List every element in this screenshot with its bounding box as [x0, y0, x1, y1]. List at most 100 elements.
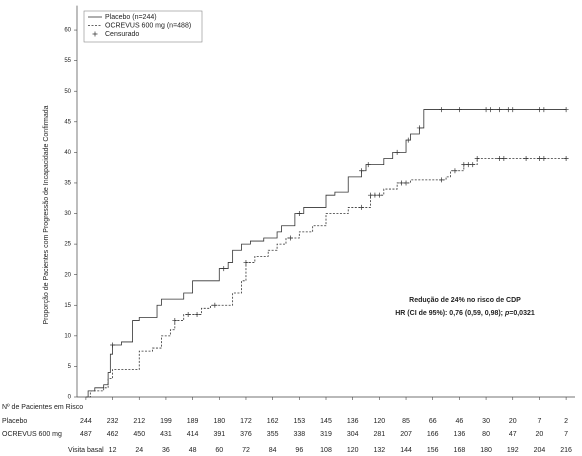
legend-label: Placebo (n=244): [105, 14, 157, 21]
x-tick-label: 216: [560, 447, 572, 454]
censor-mark: [470, 162, 476, 168]
risk-value: 414: [187, 431, 199, 438]
censor-mark: [365, 162, 371, 168]
x-tick-label: 96: [295, 447, 303, 454]
risk-value: 80: [482, 431, 490, 438]
censor-mark: [376, 192, 382, 198]
annotation-part: p: [504, 310, 510, 317]
censor-mark: [488, 107, 494, 113]
x-tick-label: 204: [534, 447, 546, 454]
risk-value: 199: [160, 418, 172, 425]
x-tick-label: 108: [320, 447, 332, 454]
risk-table-title: Nº de Pacientes em Risco: [2, 404, 83, 411]
risk-value: 162: [267, 418, 279, 425]
censor-mark: [510, 107, 516, 113]
risk-row-label: Placebo: [2, 418, 27, 425]
y-tick-label: 5: [68, 364, 72, 370]
censor-mark: [496, 107, 502, 113]
censor-mark: [110, 342, 116, 348]
y-tick-label: 35: [64, 181, 71, 187]
risk-value: 281: [374, 431, 386, 438]
censor-mark: [399, 180, 405, 186]
risk-value: 7: [564, 431, 568, 438]
km-curve: [85, 109, 567, 398]
censor-mark: [172, 318, 178, 324]
x-tick-label: 120: [347, 447, 359, 454]
x-tick-label: 168: [454, 447, 466, 454]
censor-mark: [523, 155, 529, 161]
x-tick-label: 36: [162, 447, 170, 454]
y-tick-label: 0: [68, 395, 72, 401]
risk-value: 7: [537, 418, 541, 425]
y-tick-label: 45: [64, 119, 71, 125]
censor-mark: [221, 266, 227, 272]
censor-mark: [367, 192, 373, 198]
censor-mark: [359, 204, 365, 210]
y-tick-label: 20: [64, 272, 71, 278]
risk-value: 431: [160, 431, 172, 438]
risk-value: 487: [80, 431, 92, 438]
legend-box: [83, 10, 203, 43]
censor-mark: [465, 162, 471, 168]
censor-mark: [403, 180, 409, 186]
censor-mark: [212, 302, 218, 308]
x-tick-label: 132: [374, 447, 386, 454]
risk-value: 376: [240, 431, 252, 438]
censor-mark: [563, 107, 569, 113]
y-tick-label: 30: [64, 211, 71, 217]
x-tick-label: Visita basal: [68, 447, 104, 454]
risk-value: 244: [80, 418, 92, 425]
y-tick-label: 50: [64, 89, 71, 95]
risk-value: 338: [293, 431, 305, 438]
censor-mark: [439, 177, 445, 183]
legend-label: Censurado: [105, 31, 139, 38]
risk-row-label: OCREVUS 600 mg: [2, 431, 62, 438]
x-tick-label: 24: [135, 447, 143, 454]
risk-value: 153: [293, 418, 305, 425]
risk-value: 319: [320, 431, 332, 438]
risk-value: 232: [107, 418, 119, 425]
risk-value: 2: [564, 418, 568, 425]
risk-value: 145: [320, 418, 332, 425]
legend-label: OCREVUS 600 mg (n=488): [105, 22, 191, 29]
censor-mark: [501, 155, 507, 161]
risk-value: 304: [347, 431, 359, 438]
censor-mark: [541, 155, 547, 161]
risk-value: 46: [455, 418, 463, 425]
risk-value: 30: [482, 418, 490, 425]
y-tick-label: 40: [64, 150, 71, 156]
censor-mark: [536, 155, 542, 161]
risk-value: 172: [240, 418, 252, 425]
censor-mark: [416, 125, 422, 131]
censor-mark: [461, 162, 467, 168]
risk-value: 391: [213, 431, 225, 438]
censor-mark: [474, 155, 480, 161]
annotation-part: =0,0321: [509, 310, 535, 317]
x-tick-label: 156: [427, 447, 439, 454]
censor-mark: [359, 168, 365, 174]
risk-value: 120: [374, 418, 386, 425]
censor-mark: [394, 149, 400, 155]
risk-value: 85: [402, 418, 410, 425]
censor-mark: [541, 107, 547, 113]
censor-mark: [372, 192, 378, 198]
y-tick-label: 10: [64, 333, 71, 339]
risk-value: 66: [429, 418, 437, 425]
x-tick-label: 84: [269, 447, 277, 454]
risk-value: 20: [536, 431, 544, 438]
risk-value: 47: [509, 431, 517, 438]
censor-mark: [194, 311, 200, 317]
risk-value: 462: [107, 431, 119, 438]
y-tick-label: 15: [64, 303, 71, 309]
annotation: HR (CI de 95%): 0,76 (0,59, 0,98); p=0,0…: [395, 310, 535, 317]
censor-mark: [456, 107, 462, 113]
risk-value: 450: [133, 431, 145, 438]
censor-mark: [452, 168, 458, 174]
censor-mark: [287, 235, 293, 241]
censor-mark: [496, 155, 502, 161]
censor-mark: [483, 107, 489, 113]
censor-mark: [536, 107, 542, 113]
annotation-part: HR (CI de 95%): 0,76 (0,59, 0,98);: [395, 310, 505, 317]
y-tick-label: 25: [64, 242, 71, 248]
